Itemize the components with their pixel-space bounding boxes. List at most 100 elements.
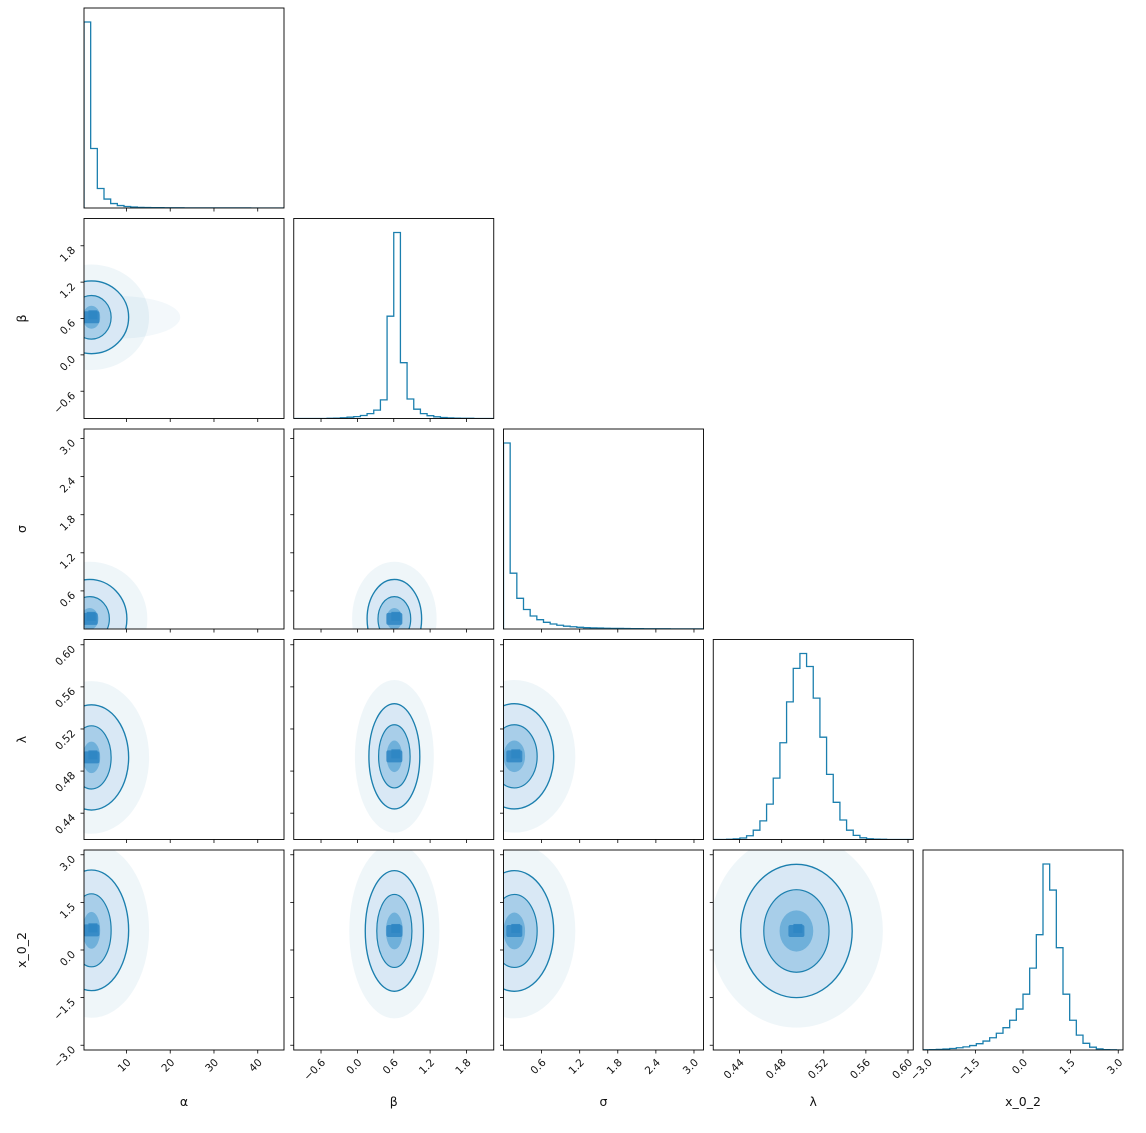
y-tick-label: 0.48 [53,770,78,795]
x-tick-label: 20 [159,1057,177,1075]
x-tick-label: 10 [116,1057,134,1075]
panel-frame [83,7,285,209]
density-core [391,749,401,759]
density-core [88,750,98,760]
panel-frame [503,428,704,630]
contour-panel-x_0_2-vs-λ: 0.44 0.48 0.52 0.56 0.60 [709,849,915,1082]
contour-panel-x_0_2-vs-σ: 0.6 1.2 1.8 2.4 3.0 [500,849,704,1077]
histogram-steps [84,21,284,208]
x-axis-label-λ: λ [810,1094,818,1109]
x-tick-label: 0.6 [528,1056,549,1077]
hist-panel-σ [503,428,704,633]
x-tick-label: 0.48 [764,1057,789,1082]
panel-content [503,680,576,833]
x-tick-label: 0.52 [806,1057,831,1082]
x-axis-label-β: β [390,1094,398,1109]
panel-content [349,850,440,1019]
x-tick-label: 0.0 [344,1057,364,1077]
y-tick-label: 1.2 [58,551,78,571]
histogram-steps [293,231,494,419]
x-tick-label: 40 [247,1057,265,1075]
x-tick-label: 1.2 [417,1057,437,1077]
density-core [86,611,96,621]
y-tick-label: 0.6 [58,317,79,338]
x-tick-label: −3.0 [908,1057,935,1084]
y-axis-label-β: β [14,314,29,322]
x-tick-label: 1.8 [605,1057,625,1077]
hist-panel-β [293,218,495,422]
y-tick-label: 0.52 [53,728,78,753]
contour-panel-x_0_2-vs-α: 10 20 30 40 −3.0 −1.5 0.0 1.5 3.0 [52,849,285,1075]
y-tick-label: −0.6 [52,390,79,417]
hist-panel-λ [712,639,914,843]
panel-frame [503,639,704,840]
x-tick-label: 1.2 [567,1057,587,1077]
density-core [391,923,401,933]
panel-content [293,231,494,419]
histogram-steps [503,442,704,629]
panel-content [713,850,883,1028]
panel-content [84,850,150,1018]
x-axis-label-α: α [180,1094,188,1109]
y-axis-label-λ: λ [14,735,29,743]
panel-frame [83,639,285,840]
density-core [391,611,401,621]
y-tick-label: 1.8 [58,244,78,264]
contour-panel-λ-vs-σ [500,639,704,843]
x-axis-label-x_0_2: x_0_2 [1005,1094,1041,1109]
panel-content [503,850,576,1019]
y-tick-label: 0.6 [58,589,79,610]
y-tick-label: 3.0 [58,437,78,457]
hist-panel-α [83,7,285,212]
panel-content [503,442,704,629]
x-tick-label: 3.0 [1105,1057,1125,1077]
panel-content [352,561,437,629]
contour-panel-σ-vs-α: 0.6 1.2 1.8 2.4 3.0 [58,428,285,633]
x-tick-label: 0.44 [722,1056,747,1081]
y-axis-label-σ: σ [14,525,29,533]
y-tick-label: −3.0 [52,1044,79,1071]
panel-content [84,21,284,208]
x-tick-label: 3.0 [681,1057,701,1077]
y-tick-label: 0.0 [58,949,78,969]
x-tick-label: 2.4 [643,1056,664,1077]
hist-panel-x_0_2: −3.0 −1.5 0.0 1.5 3.0 [908,849,1125,1084]
y-tick-label: 0.56 [53,685,78,710]
contour-panel-β-vs-α: −0.6 0.0 0.6 1.2 1.8 [52,218,285,422]
y-tick-label: 0.0 [58,353,78,373]
histogram-steps [713,652,914,840]
contour-panel-x_0_2-vs-β: −0.6 0.0 0.6 1.2 1.8 [290,849,495,1083]
x-tick-label: 0.56 [848,1056,873,1081]
panel-frame [83,428,285,630]
density-core [793,923,803,933]
panel-content [84,561,148,629]
panel-content [84,681,150,834]
y-tick-label: 1.5 [58,901,78,921]
y-tick-label: 0.44 [53,812,78,837]
x-tick-label: 1.8 [453,1057,473,1077]
density-core [511,749,521,759]
panel-content [84,264,181,370]
x-tick-label: 0.0 [1010,1057,1030,1077]
histogram-steps [923,863,1123,1050]
density-core [88,310,98,320]
panel-frame [712,639,914,840]
panel-content [713,652,914,840]
density-core [88,923,98,933]
y-tick-label: −1.5 [52,996,79,1023]
panel-content [354,680,434,833]
contour-panel-σ-vs-β [290,428,495,633]
contour-panel-λ-vs-β [290,639,495,843]
density-core [511,923,521,933]
x-tick-label: 1.5 [1057,1057,1077,1077]
y-tick-label: 1.8 [58,513,78,533]
contour-panel-λ-vs-α: 0.44 0.48 0.52 0.56 0.60 [53,639,285,843]
y-axis-label-x_0_2: x_0_2 [14,932,29,968]
y-tick-label: 2.4 [58,475,79,496]
y-tick-label: 1.2 [58,281,78,301]
y-tick-label: 0.60 [53,643,78,668]
panel-frame [922,849,1124,1051]
y-tick-label: 3.0 [58,853,78,873]
